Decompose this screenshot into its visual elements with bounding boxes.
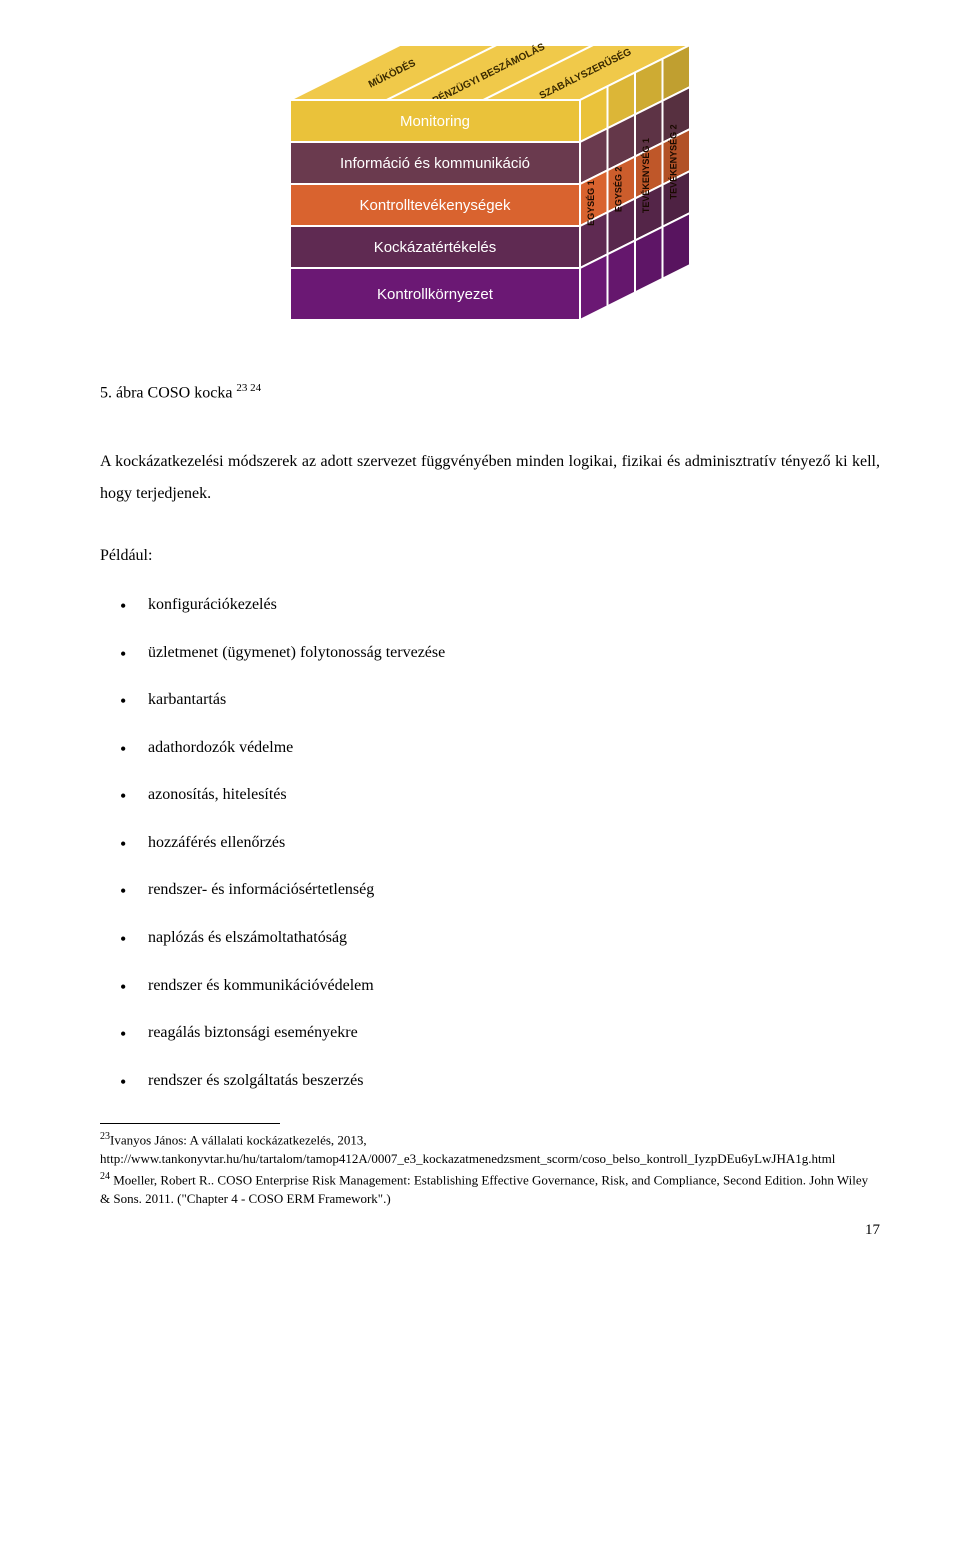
example-list: konfigurációkezelés üzletmenet (ügymenet)… bbox=[120, 592, 880, 1094]
footnote: 24 Moeller, Robert R.. COSO Enterprise R… bbox=[100, 1170, 880, 1208]
footnote: 23Ivanyos János: A vállalati kockázatkez… bbox=[100, 1130, 880, 1168]
svg-text:Kockázatértékelés: Kockázatértékelés bbox=[374, 239, 497, 256]
caption-superscript: 23 24 bbox=[236, 382, 261, 394]
svg-text:Monitoring: Monitoring bbox=[400, 113, 470, 130]
list-item: azonosítás, hitelesítés bbox=[120, 782, 880, 808]
list-item: hozzáférés ellenőrzés bbox=[120, 830, 880, 856]
figure-caption: 5. ábra COSO kocka 23 24 bbox=[100, 380, 880, 406]
list-item: naplózás és elszámoltathatóság bbox=[120, 925, 880, 951]
svg-text:EGYSÉG 1: EGYSÉG 1 bbox=[586, 180, 596, 226]
svg-text:EGYSÉG 2: EGYSÉG 2 bbox=[613, 167, 623, 213]
footnote-number: 23 bbox=[100, 1131, 110, 1142]
list-item: reagálás biztonsági eseményekre bbox=[120, 1020, 880, 1046]
intro-paragraph: A kockázatkezelési módszerek az adott sz… bbox=[100, 446, 880, 510]
footnote-number: 24 bbox=[100, 1171, 110, 1182]
svg-text:Kontrolltevékenységek: Kontrolltevékenységek bbox=[360, 197, 511, 214]
list-item: üzletmenet (ügymenet) folytonosság terve… bbox=[120, 640, 880, 666]
list-intro: Például: bbox=[100, 540, 880, 572]
list-item: karbantartás bbox=[120, 687, 880, 713]
svg-text:TEVÉKENYSÉG 2: TEVÉKENYSÉG 2 bbox=[668, 124, 678, 199]
coso-cube-svg: MŰKÖDÉSPÉNZÜGYI BESZÁMOLÁSSZABÁLYSZERŰSÉ… bbox=[260, 10, 720, 340]
list-item: rendszer és szolgáltatás beszerzés bbox=[120, 1068, 880, 1094]
page-number: 17 bbox=[100, 1218, 880, 1242]
list-item: adathordozók védelme bbox=[120, 735, 880, 761]
svg-text:Kontrollkörnyezet: Kontrollkörnyezet bbox=[377, 286, 494, 303]
list-item: rendszer- és információsértetlenség bbox=[120, 877, 880, 903]
svg-text:Információ és kommunikáció: Információ és kommunikáció bbox=[340, 155, 530, 172]
footnotes-block: 23Ivanyos János: A vállalati kockázatkez… bbox=[100, 1130, 880, 1207]
caption-text: 5. ábra COSO kocka bbox=[100, 384, 236, 401]
coso-cube-diagram: MŰKÖDÉSPÉNZÜGYI BESZÁMOLÁSSZABÁLYSZERŰSÉ… bbox=[100, 10, 880, 340]
svg-text:TEVÉKENYSÉG 1: TEVÉKENYSÉG 1 bbox=[641, 138, 651, 213]
footnote-rule bbox=[100, 1123, 280, 1124]
list-item: konfigurációkezelés bbox=[120, 592, 880, 618]
list-item: rendszer és kommunikációvédelem bbox=[120, 973, 880, 999]
